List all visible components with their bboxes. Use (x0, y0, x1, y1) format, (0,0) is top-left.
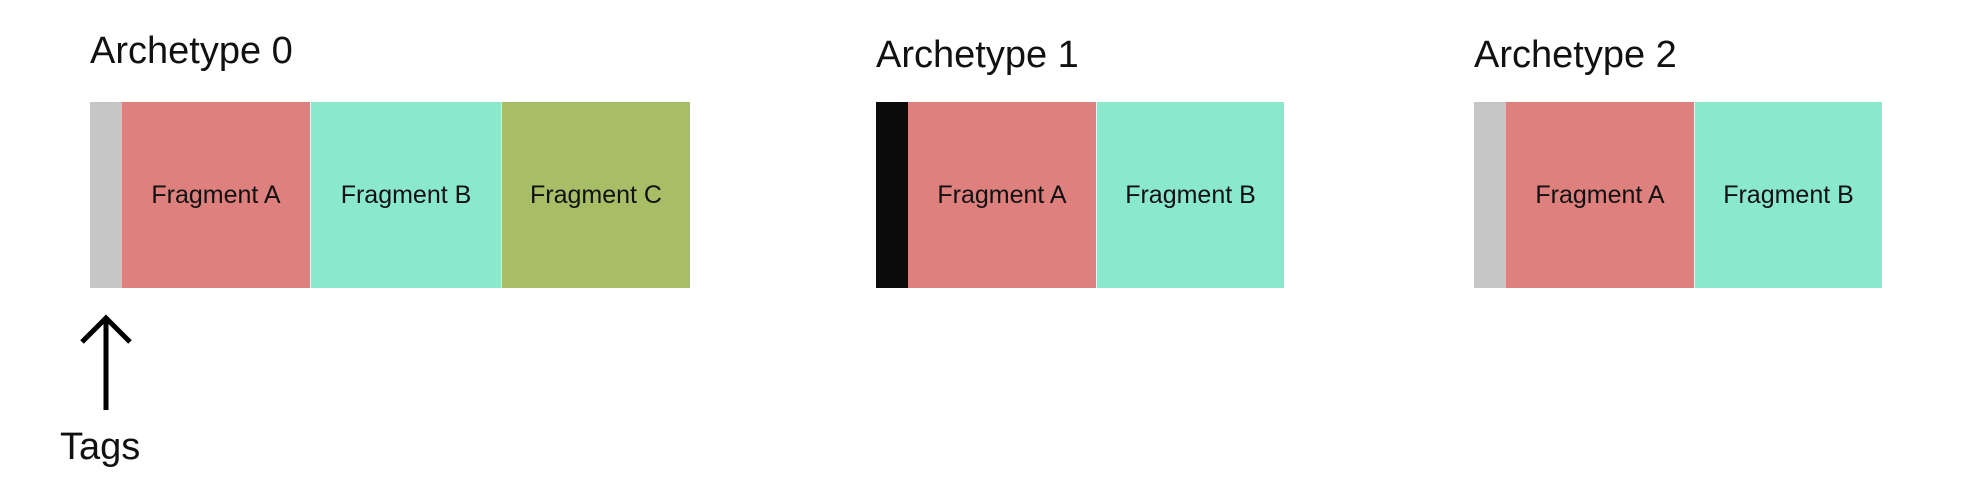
archetype-title: Archetype 0 (90, 30, 293, 72)
tags-label: Tags (60, 426, 141, 468)
fragment-b: Fragment B (1694, 102, 1882, 288)
tag-block (90, 102, 122, 288)
fragment-c: Fragment C (501, 102, 690, 288)
archetype-strip: Fragment A Fragment B Fragment C (90, 102, 690, 288)
tag-block (876, 102, 908, 288)
fragment-a: Fragment A (1506, 102, 1694, 288)
archetype-title: Archetype 1 (876, 34, 1079, 76)
fragment-a: Fragment A (908, 102, 1096, 288)
fragment-a: Fragment A (122, 102, 310, 288)
archetype-strip: Fragment A Fragment B (1474, 102, 1882, 288)
fragment-b: Fragment B (310, 102, 501, 288)
tags-annotation: Tags (60, 312, 150, 482)
fragment-b: Fragment B (1096, 102, 1284, 288)
archetype-title: Archetype 2 (1474, 34, 1677, 76)
archetype-strip: Fragment A Fragment B (876, 102, 1284, 288)
up-arrow-icon (80, 314, 132, 410)
tag-block (1474, 102, 1506, 288)
